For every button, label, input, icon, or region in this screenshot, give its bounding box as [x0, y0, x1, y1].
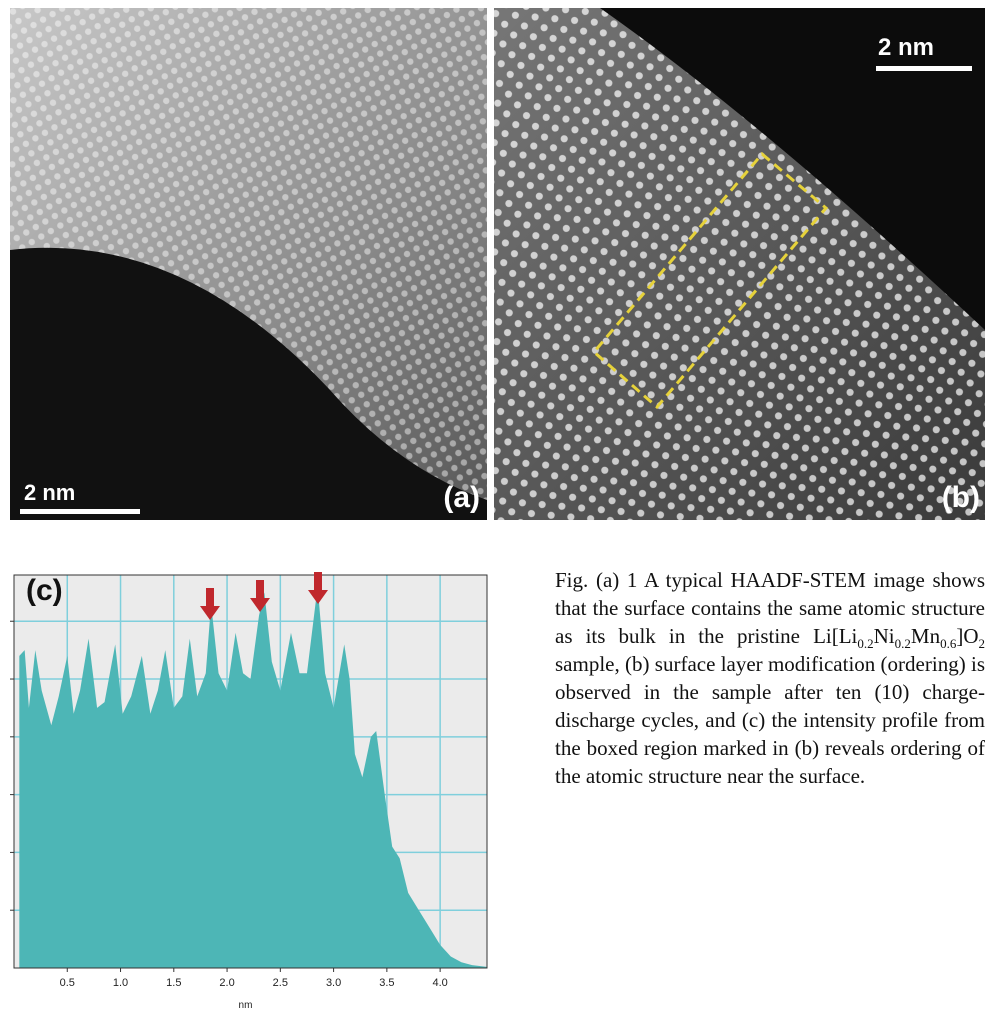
- x-tick-label: 1.5: [166, 977, 181, 989]
- x-axis-label: nm: [239, 1000, 253, 1011]
- boxed-region: [591, 151, 829, 410]
- x-tick-label: 2.5: [273, 977, 288, 989]
- panel-label: (a): [443, 481, 480, 514]
- caption-text: ]O: [956, 624, 979, 648]
- x-tick-label: 1.0: [113, 977, 128, 989]
- subscript: 2: [978, 636, 986, 652]
- subscript: 0.2: [894, 636, 911, 652]
- arrow: [308, 572, 328, 604]
- plot: 0.5 1.0 1.5 2.0 2.5 3.0 3.5 4.0 nm: [10, 574, 488, 1011]
- caption-text: Ni: [873, 624, 895, 648]
- caption-text: sample, (b) surface layer modification (…: [555, 652, 985, 788]
- subscript: 0.6: [940, 636, 957, 652]
- scale-bar-label: 2 nm: [878, 34, 934, 61]
- x-tick-label: 3.5: [379, 977, 394, 989]
- panel-label: (c): [26, 574, 63, 607]
- intensity-area: [19, 586, 488, 968]
- caption-text: Fig. (a) 1 A typical HAADF-STEM image sh…: [555, 568, 985, 648]
- x-tick-label: 0.5: [60, 977, 75, 989]
- caption-text: Mn: [910, 624, 941, 648]
- x-tick-label: 3.0: [326, 977, 341, 989]
- caption: Fig. (a) 1 A typical HAADF-STEM image sh…: [555, 566, 985, 790]
- x-tick-label: 4.0: [432, 977, 447, 989]
- plot-frame: [13, 574, 488, 969]
- panel-b-image: [494, 8, 985, 520]
- x-tick-label: 2.0: [219, 977, 234, 989]
- subscript: 0.2: [857, 636, 874, 652]
- panel-label: (b): [942, 481, 980, 514]
- arrow: [200, 588, 220, 620]
- arrow: [250, 580, 270, 612]
- scale-bar-label: 2 nm: [24, 480, 75, 505]
- arrows: [200, 572, 328, 620]
- panel-a-image: [10, 8, 487, 520]
